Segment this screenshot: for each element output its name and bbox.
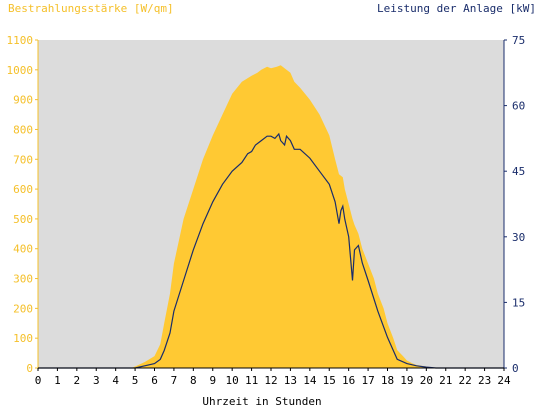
x-tick-label: 11 bbox=[245, 374, 258, 387]
left-tick-label: 100 bbox=[13, 332, 33, 345]
x-tick-label: 4 bbox=[112, 374, 119, 387]
right-axis-title: Leistung der Anlage [kW] bbox=[377, 2, 536, 15]
left-tick-label: 700 bbox=[13, 153, 33, 166]
x-tick-label: 2 bbox=[74, 374, 81, 387]
left-tick-label: 600 bbox=[13, 183, 33, 196]
x-tick-label: 14 bbox=[303, 374, 317, 387]
x-tick-label: 16 bbox=[342, 374, 355, 387]
right-tick-label: 75 bbox=[512, 34, 525, 47]
left-tick-label: 1100 bbox=[7, 34, 34, 47]
x-tick-label: 23 bbox=[478, 374, 491, 387]
left-tick-label: 400 bbox=[13, 243, 33, 256]
x-tick-label: 15 bbox=[323, 374, 336, 387]
x-tick-label: 1 bbox=[54, 374, 61, 387]
x-tick-label: 10 bbox=[226, 374, 239, 387]
left-axis-title: Bestrahlungsstärke [W/qm] bbox=[8, 2, 174, 15]
right-tick-label: 45 bbox=[512, 165, 525, 178]
x-tick-label: 12 bbox=[264, 374, 277, 387]
x-tick-label: 6 bbox=[151, 374, 158, 387]
x-tick-label: 5 bbox=[132, 374, 139, 387]
right-tick-label: 0 bbox=[512, 362, 519, 375]
right-tick-label: 30 bbox=[512, 231, 525, 244]
left-tick-label: 500 bbox=[13, 213, 33, 226]
left-tick-label: 0 bbox=[26, 362, 33, 375]
left-tick-label: 300 bbox=[13, 273, 33, 286]
x-tick-label: 17 bbox=[361, 374, 374, 387]
right-tick-label: 15 bbox=[512, 296, 525, 309]
x-tick-label: 24 bbox=[497, 374, 511, 387]
power-line-layer bbox=[38, 132, 504, 369]
x-tick-label: 22 bbox=[459, 374, 472, 387]
x-tick-label: 18 bbox=[381, 374, 394, 387]
power-line bbox=[38, 132, 504, 369]
x-tick-label: 8 bbox=[190, 374, 197, 387]
irradiance-area bbox=[38, 65, 504, 369]
left-tick-label: 800 bbox=[13, 123, 33, 136]
ticks-layer: 0100200300400500600700800900100011000153… bbox=[7, 34, 526, 387]
left-tick-label: 200 bbox=[13, 302, 33, 315]
x-tick-label: 19 bbox=[400, 374, 413, 387]
left-tick-label: 1000 bbox=[7, 64, 34, 77]
x-tick-label: 0 bbox=[35, 374, 42, 387]
x-tick-label: 21 bbox=[439, 374, 452, 387]
x-tick-label: 13 bbox=[284, 374, 297, 387]
x-tick-label: 9 bbox=[209, 374, 216, 387]
x-tick-label: 3 bbox=[93, 374, 100, 387]
x-tick-label: 7 bbox=[171, 374, 178, 387]
x-axis-label: Uhrzeit in Stunden bbox=[202, 395, 321, 408]
irradiance-area-layer bbox=[38, 65, 504, 369]
x-tick-label: 20 bbox=[420, 374, 433, 387]
left-tick-label: 900 bbox=[13, 94, 33, 107]
right-tick-label: 60 bbox=[512, 100, 525, 113]
